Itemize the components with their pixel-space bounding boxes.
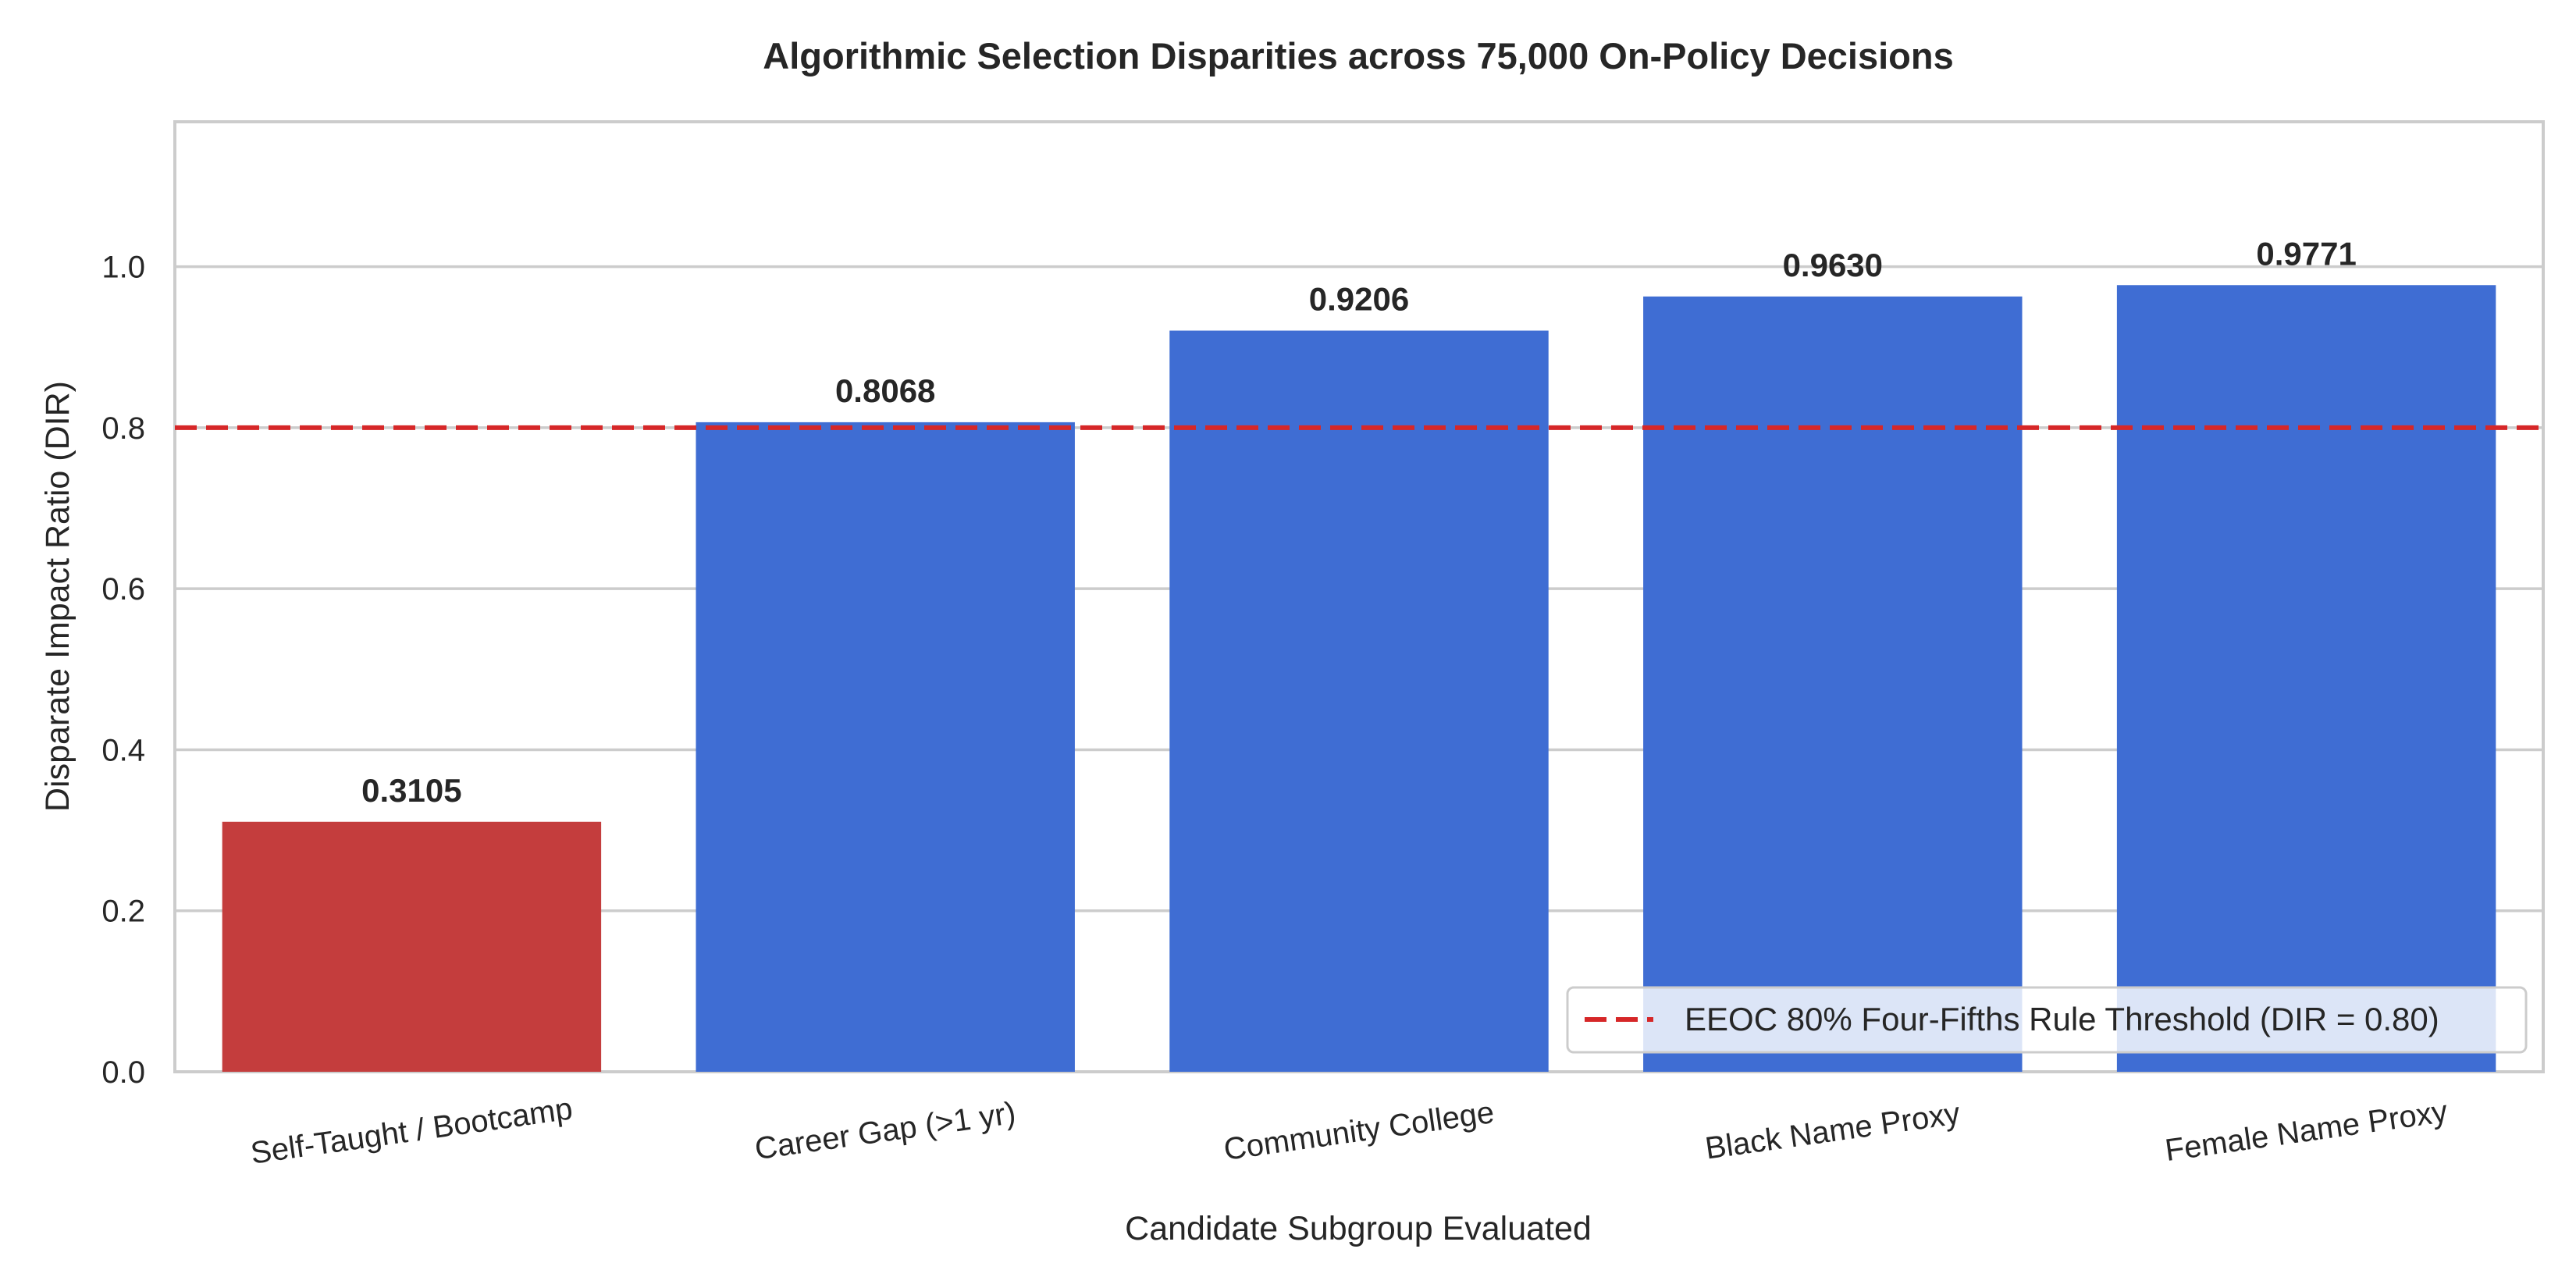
bar-value-label: 0.9771 bbox=[2256, 235, 2356, 272]
x-tick-label: Black Name Proxy bbox=[1703, 1096, 1962, 1165]
bars bbox=[222, 285, 2496, 1073]
x-axis-label: Candidate Subgroup Evaluated bbox=[1125, 1210, 1592, 1247]
y-tick-label: 0.6 bbox=[101, 572, 145, 607]
bar bbox=[1643, 296, 2023, 1073]
y-tick-label: 0.0 bbox=[101, 1055, 145, 1090]
legend-threshold-label: EEOC 80% Four-Fifths Rule Threshold (DIR… bbox=[1685, 1001, 2439, 1037]
y-tick-label: 0.4 bbox=[101, 733, 145, 767]
bar bbox=[222, 821, 602, 1072]
y-axis-label: Disparate Impact Ratio (DIR) bbox=[39, 381, 76, 812]
y-tick-labels: 0.0 0.2 0.4 0.6 0.8 1.0 bbox=[101, 251, 145, 1090]
bar bbox=[1169, 330, 1549, 1073]
y-tick-label: 0.8 bbox=[101, 411, 145, 446]
bar-value-label: 0.9206 bbox=[1309, 281, 1409, 318]
bar-value-label: 0.9630 bbox=[1783, 247, 1883, 283]
y-tick-label: 1.0 bbox=[101, 251, 145, 285]
bar-value-label: 0.8068 bbox=[835, 372, 935, 409]
y-tick-label: 0.2 bbox=[101, 895, 145, 929]
value-labels: 0.3105 0.8068 0.9206 0.9630 0.9771 bbox=[361, 235, 2357, 809]
x-tick-labels: Self-Taught / Bootcamp Career Gap (>1 yr)… bbox=[248, 1091, 2450, 1170]
x-tick-label: Female Name Proxy bbox=[2163, 1094, 2450, 1168]
x-tick-label: Community College bbox=[1222, 1095, 1496, 1167]
legend-box bbox=[1566, 986, 2528, 1054]
bar-value-label: 0.3105 bbox=[361, 772, 461, 809]
x-tick-label: Self-Taught / Bootcamp bbox=[248, 1091, 575, 1170]
x-tick-label: Career Gap (>1 yr) bbox=[753, 1096, 1018, 1166]
legend: EEOC 80% Four-Fifths Rule Threshold (DIR… bbox=[1566, 986, 2528, 1054]
bar bbox=[2116, 285, 2496, 1073]
bar bbox=[696, 422, 1075, 1072]
chart-title: Algorithmic Selection Disparities across… bbox=[763, 35, 1953, 76]
